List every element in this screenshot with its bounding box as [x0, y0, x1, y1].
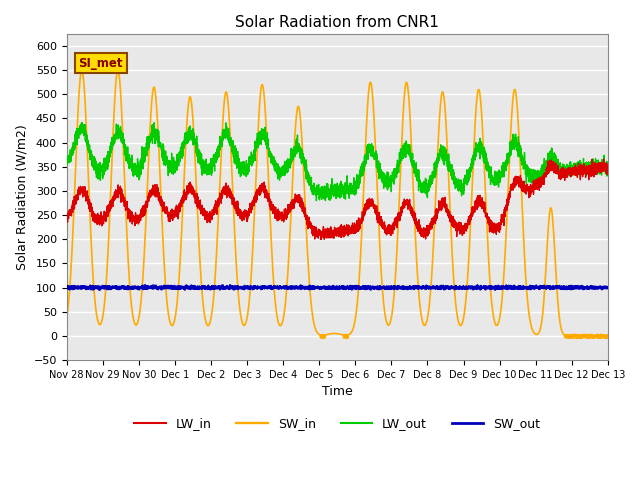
X-axis label: Time: Time — [322, 385, 353, 398]
Legend: LW_in, SW_in, LW_out, SW_out: LW_in, SW_in, LW_out, SW_out — [129, 412, 545, 435]
Title: Solar Radiation from CNR1: Solar Radiation from CNR1 — [236, 15, 439, 30]
Text: SI_met: SI_met — [79, 57, 123, 70]
Y-axis label: Solar Radiation (W/m2): Solar Radiation (W/m2) — [15, 124, 28, 270]
